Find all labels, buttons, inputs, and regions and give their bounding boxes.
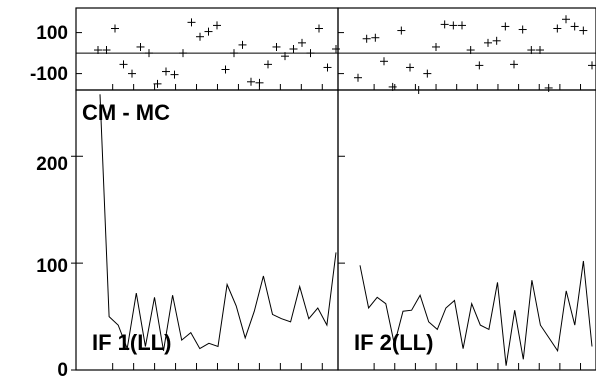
panel-labels: CM - MC IF 1(LL) IF 2(LL) <box>82 100 433 355</box>
residual-point-2-8 <box>423 69 432 78</box>
residual-point-1-7 <box>153 79 162 88</box>
residual-point-1-22 <box>281 52 289 61</box>
residual-point-1-13 <box>204 27 213 36</box>
residual-point-1-12 <box>196 32 204 41</box>
residual-point-1-4 <box>128 69 136 78</box>
residual-point-2-25 <box>570 22 579 31</box>
residual-tick-label-100: 100 <box>36 23 68 44</box>
residual-point-1-18 <box>247 77 255 86</box>
residual-point-2-3 <box>380 57 388 66</box>
residual-point-2-26 <box>579 26 588 35</box>
residual-point-2-2 <box>371 33 380 42</box>
residual-point-1-3 <box>119 60 128 69</box>
residual-point-2-11 <box>449 21 458 30</box>
residual-point-2-5 <box>397 26 406 35</box>
residual-point-1-10 <box>179 49 187 58</box>
residual-point-2-22 <box>544 83 553 92</box>
series-line-1 <box>99 94 337 351</box>
residual-point-1-24 <box>298 38 306 47</box>
main-tick-label-200: 200 <box>36 154 68 175</box>
residual-point-1-11 <box>187 18 196 27</box>
main-frame-2 <box>337 89 596 371</box>
residual-point-1-17 <box>238 40 247 49</box>
residual-point-2-15 <box>484 38 492 47</box>
residual-point-2-9 <box>432 42 440 51</box>
residual-point-2-16 <box>492 36 501 45</box>
residual-point-1-16 <box>230 49 238 58</box>
residual-point-2-18 <box>510 60 518 69</box>
panel-label-if2: IF 2(LL) <box>354 330 433 355</box>
residual-point-1-26 <box>315 24 323 33</box>
residual-point-1-15 <box>221 65 230 74</box>
residual-point-2-4 <box>388 82 397 91</box>
residual-point-1-0 <box>94 46 102 55</box>
residual-point-2-20 <box>527 46 536 55</box>
residual-point-1-1 <box>102 46 111 55</box>
residual-point-2-0 <box>354 73 362 82</box>
residual-frame-1 <box>75 7 339 91</box>
residual-point-1-5 <box>136 42 145 51</box>
data-series <box>94 15 596 366</box>
residual-point-2-1 <box>362 34 371 43</box>
panel-frames <box>75 7 596 371</box>
axis-ticks <box>71 32 582 371</box>
residual-point-2-14 <box>475 61 484 70</box>
main-frame-1 <box>75 89 339 371</box>
residual-point-1-21 <box>272 42 281 51</box>
tick-labels: 100 -100 200 100 0 <box>30 23 68 378</box>
residual-point-2-12 <box>458 21 466 30</box>
residual-point-2-6 <box>406 63 414 72</box>
residual-point-1-28 <box>332 45 340 53</box>
main-tick-label-0: 0 <box>57 360 68 378</box>
residual-point-2-7 <box>414 86 423 94</box>
residual-point-2-10 <box>440 20 449 29</box>
residual-point-2-27 <box>588 61 596 70</box>
series-line-2 <box>359 260 593 366</box>
residual-point-2-23 <box>553 24 562 33</box>
residual-point-1-8 <box>162 67 170 76</box>
residual-frame-2 <box>337 7 596 91</box>
residual-point-1-20 <box>264 60 272 69</box>
residual-point-1-2 <box>111 24 119 33</box>
main-tick-label-100: 100 <box>36 256 68 277</box>
residual-point-2-21 <box>536 46 544 55</box>
residual-point-1-27 <box>323 63 332 72</box>
residual-point-1-9 <box>170 70 179 79</box>
residual-point-2-19 <box>518 25 527 34</box>
residual-point-1-23 <box>289 45 298 53</box>
residual-point-2-13 <box>466 46 475 55</box>
main-panel-label: CM - MC <box>82 100 170 125</box>
residual-point-2-24 <box>562 15 570 24</box>
residual-tick-label-minus-100: -100 <box>30 64 68 85</box>
residual-point-1-19 <box>255 78 264 87</box>
residual-point-1-6 <box>145 49 153 58</box>
residual-point-2-17 <box>501 22 510 31</box>
panel-label-if1: IF 1(LL) <box>92 330 171 355</box>
residual-point-1-25 <box>306 49 315 58</box>
residual-point-1-14 <box>213 21 221 30</box>
